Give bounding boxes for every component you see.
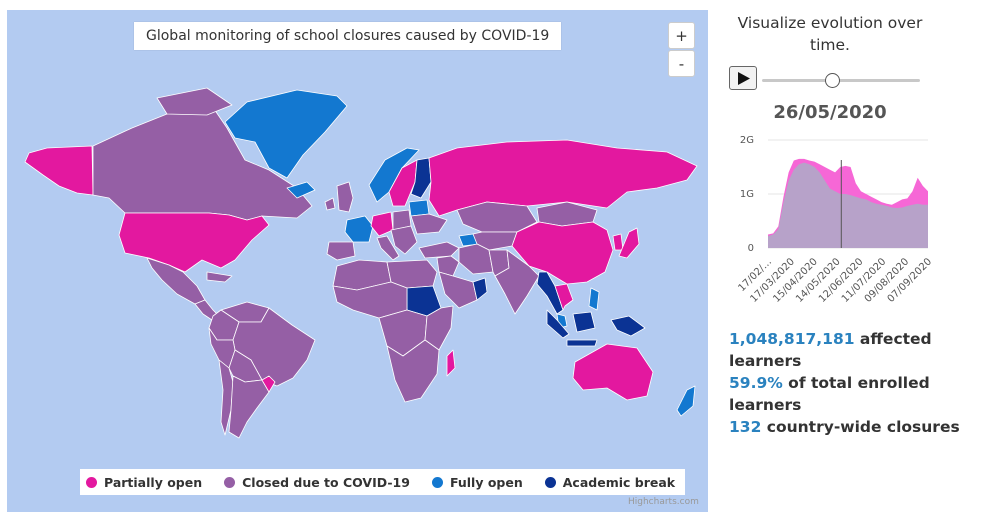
legend-label: Closed due to COVID-19 [242, 474, 410, 490]
region-germany[interactable] [370, 211, 394, 237]
region-ukraine[interactable] [410, 213, 448, 235]
region-saudi-arabia[interactable] [438, 271, 478, 309]
region-java[interactable] [566, 339, 598, 347]
region-greenland[interactable] [224, 89, 348, 179]
region-vietnam[interactable] [554, 283, 574, 311]
play-button[interactable] [729, 66, 757, 90]
region-ireland[interactable] [324, 197, 336, 211]
region-australia[interactable] [572, 343, 654, 401]
region-argentina[interactable] [228, 375, 270, 439]
legend-label: Fully open [449, 474, 523, 490]
region-philippines[interactable] [588, 287, 600, 311]
region-new-guinea[interactable] [610, 315, 646, 337]
region-belarus[interactable] [408, 199, 430, 217]
stat-closures-label: country-wide closures [761, 418, 960, 436]
region-kazakhstan[interactable] [456, 201, 538, 233]
legend-swatch-partially-open [86, 476, 97, 488]
region-italy[interactable] [376, 235, 400, 261]
region-united-kingdom[interactable] [336, 181, 354, 213]
evolution-chart: 01G2G17/02/…17/03/202015/04/202014/05/20… [737, 135, 935, 305]
region-balkans[interactable] [390, 225, 418, 255]
region-korea[interactable] [612, 233, 624, 251]
stat-percent-enrolled: 59.9% of total enrolled learners [729, 372, 989, 416]
legend-item-closed[interactable]: Closed due to COVID-19 [224, 475, 410, 490]
legend-label: Academic break [562, 474, 676, 490]
legend-item-partially-open[interactable]: Partially open [86, 475, 202, 490]
region-united-states[interactable] [118, 212, 270, 273]
legend-label: Partially open [104, 474, 203, 490]
region-uruguay[interactable] [261, 375, 276, 393]
stat-closures-value: 132 [729, 418, 762, 436]
region-canada-islands[interactable] [156, 87, 233, 116]
map-legend: Partially open Closed due to COVID-19 Fu… [80, 469, 686, 495]
region-turkey[interactable] [418, 241, 460, 259]
region-southern-africa[interactable] [386, 339, 440, 403]
legend-item-academic-break[interactable]: Academic break [544, 474, 676, 490]
series-area-1 [768, 162, 928, 248]
region-norway[interactable] [368, 147, 420, 203]
region-india[interactable] [494, 249, 540, 315]
timeline-slider-thumb[interactable] [824, 73, 840, 88]
map-panel: Global monitoring of school closures cau… [7, 10, 708, 512]
legend-swatch-closed [224, 476, 236, 488]
region-spain[interactable] [326, 241, 356, 261]
region-russia[interactable] [428, 139, 698, 217]
region-france[interactable] [344, 215, 374, 243]
zoom-out-button[interactable]: - [668, 50, 695, 77]
stat-affected-learners: 1,048,817,181 affected learners [729, 328, 989, 372]
region-myanmar-thailand[interactable] [536, 271, 564, 315]
stat-percent-label: of total enrolled learners [729, 374, 930, 414]
region-chile[interactable] [218, 359, 234, 436]
stat-affected-value: 1,048,817,181 [729, 330, 855, 348]
y-tick-label: 0 [748, 243, 754, 254]
stats-panel: 1,048,817,181 affected learners 59.9% of… [729, 328, 989, 438]
stat-percent-value: 59.9% [729, 374, 783, 392]
region-japan[interactable] [618, 227, 640, 259]
region-sumatra[interactable] [546, 309, 570, 339]
region-iceland[interactable] [286, 181, 316, 199]
region-cuba[interactable] [206, 271, 233, 283]
region-middle-east[interactable] [436, 255, 460, 277]
stat-affected-label: affected learners [729, 330, 932, 370]
legend-item-fully-open[interactable]: Fully open [431, 474, 523, 490]
region-alaska[interactable] [24, 145, 94, 196]
current-date: 26/05/2020 [773, 102, 887, 123]
legend-swatch-fully-open [431, 476, 443, 488]
stat-country-closures: 132 country-wide closures [729, 416, 989, 438]
zoom-in-button[interactable]: + [668, 22, 695, 49]
side-title: Visualize evolution over time. [737, 14, 923, 54]
region-oman[interactable] [472, 277, 488, 301]
world-map [24, 87, 698, 439]
region-new-zealand[interactable] [676, 385, 696, 417]
region-borneo[interactable] [572, 311, 596, 333]
region-madagascar[interactable] [446, 349, 456, 377]
map-title: Global monitoring of school closures cau… [134, 22, 562, 50]
credits-link[interactable]: Highcharts.com [628, 497, 699, 507]
play-icon [738, 72, 750, 85]
timeline-slider-track[interactable] [762, 79, 920, 82]
legend-swatch-academic-break [544, 476, 556, 488]
y-tick-label: 1G [740, 189, 754, 200]
y-tick-label: 2G [740, 135, 754, 146]
